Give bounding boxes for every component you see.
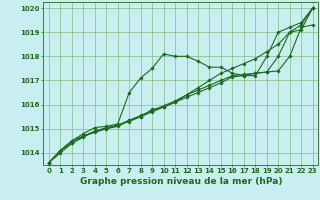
X-axis label: Graphe pression niveau de la mer (hPa): Graphe pression niveau de la mer (hPa) [80, 177, 282, 186]
